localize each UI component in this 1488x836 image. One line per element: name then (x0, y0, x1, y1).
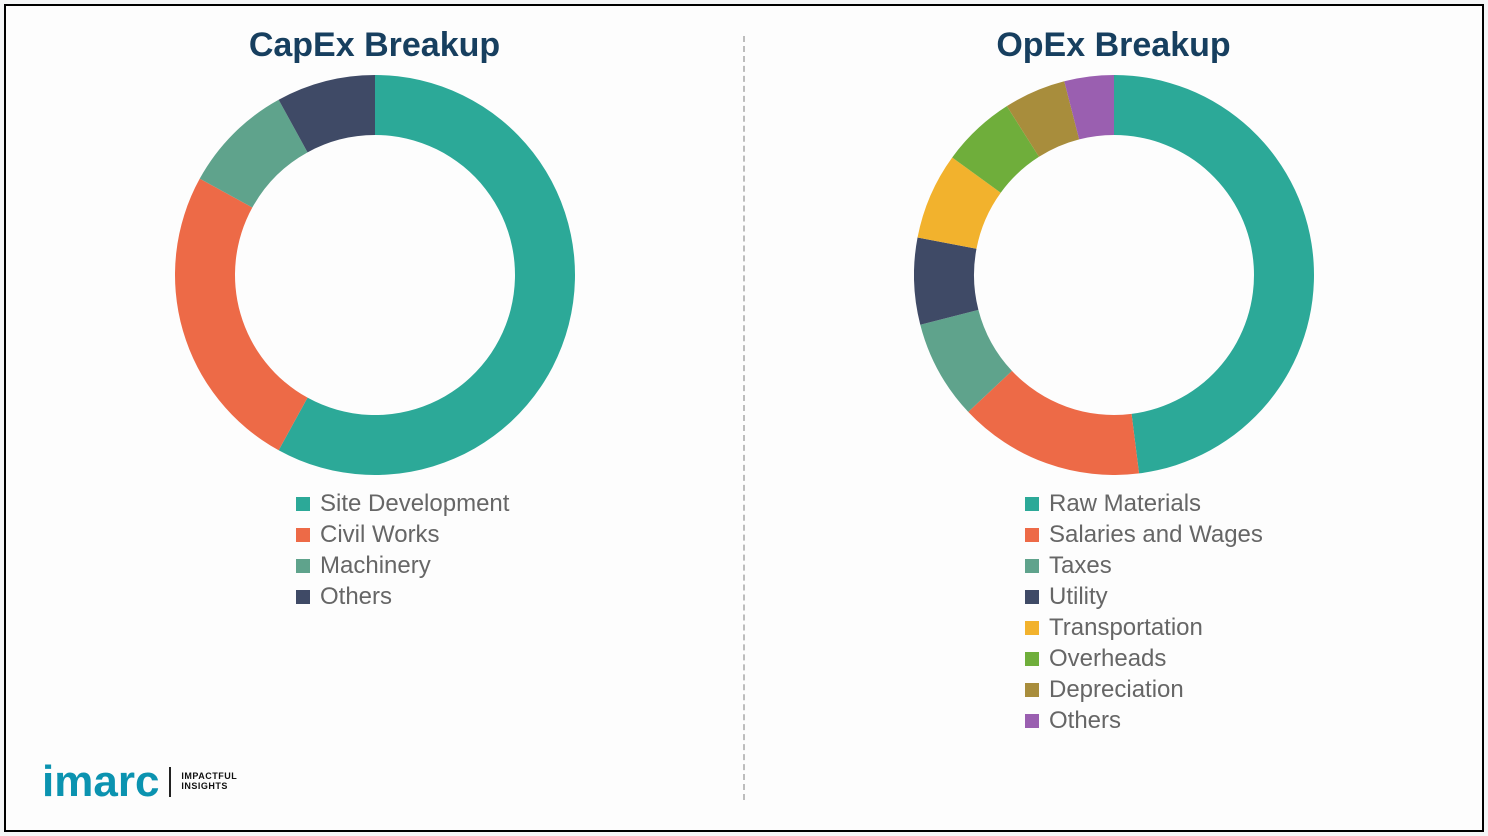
legend-label: Overheads (1049, 645, 1166, 673)
brand-tagline: IMPACTFUL INSIGHTS (181, 772, 237, 792)
legend-item: Raw Materials (1025, 490, 1263, 518)
legend-swatch (296, 528, 310, 542)
legend-item: Utility (1025, 583, 1263, 611)
legend-item: Taxes (1025, 552, 1263, 580)
brand-logo: imarc IMPACTFUL INSIGHTS (42, 760, 237, 804)
chart-frame: CapEx Breakup Site Development Civil Work… (4, 4, 1484, 832)
legend-label: Others (320, 583, 392, 611)
donut-slice (175, 179, 308, 451)
opex-title: OpEx Breakup (996, 26, 1230, 65)
legend-swatch (1025, 652, 1039, 666)
legend-item: Machinery (296, 552, 509, 580)
donut-slice (1114, 75, 1314, 473)
opex-panel: OpEx Breakup Raw Materials Salaries and W… (745, 6, 1482, 830)
tagline-line1: IMPACTFUL (181, 771, 237, 781)
brand-name: imarc (42, 760, 159, 804)
tagline-line2: INSIGHTS (181, 781, 228, 791)
legend-swatch (1025, 621, 1039, 635)
legend-label: Site Development (320, 490, 509, 518)
legend-label: Raw Materials (1049, 490, 1201, 518)
legend-label: Utility (1049, 583, 1108, 611)
legend-label: Depreciation (1049, 676, 1184, 704)
legend-item: Others (1025, 707, 1263, 735)
legend-item: Overheads (1025, 645, 1263, 673)
capex-title: CapEx Breakup (249, 26, 500, 65)
legend-swatch (296, 590, 310, 604)
legend-swatch (296, 497, 310, 511)
legend-swatch (1025, 590, 1039, 604)
legend-swatch (1025, 559, 1039, 573)
legend-item: Transportation (1025, 614, 1263, 642)
legend-swatch (296, 559, 310, 573)
opex-donut (914, 75, 1314, 475)
legend-item: Others (296, 583, 509, 611)
legend-item: Depreciation (1025, 676, 1263, 704)
logo-divider (169, 767, 171, 797)
legend-label: Civil Works (320, 521, 440, 549)
legend-swatch (1025, 683, 1039, 697)
legend-item: Salaries and Wages (1025, 521, 1263, 549)
capex-donut (175, 75, 575, 475)
legend-item: Civil Works (296, 521, 509, 549)
legend-item: Site Development (296, 490, 509, 518)
donut-slice (914, 238, 978, 325)
legend-swatch (1025, 497, 1039, 511)
legend-label: Taxes (1049, 552, 1112, 580)
legend-label: Others (1049, 707, 1121, 735)
opex-legend: Raw Materials Salaries and Wages Taxes Util… (1025, 487, 1263, 738)
capex-panel: CapEx Breakup Site Development Civil Work… (6, 6, 743, 830)
capex-legend: Site Development Civil Works Machinery Othe… (296, 487, 509, 614)
legend-swatch (1025, 528, 1039, 542)
legend-swatch (1025, 714, 1039, 728)
legend-label: Machinery (320, 552, 431, 580)
legend-label: Salaries and Wages (1049, 521, 1263, 549)
legend-label: Transportation (1049, 614, 1203, 642)
